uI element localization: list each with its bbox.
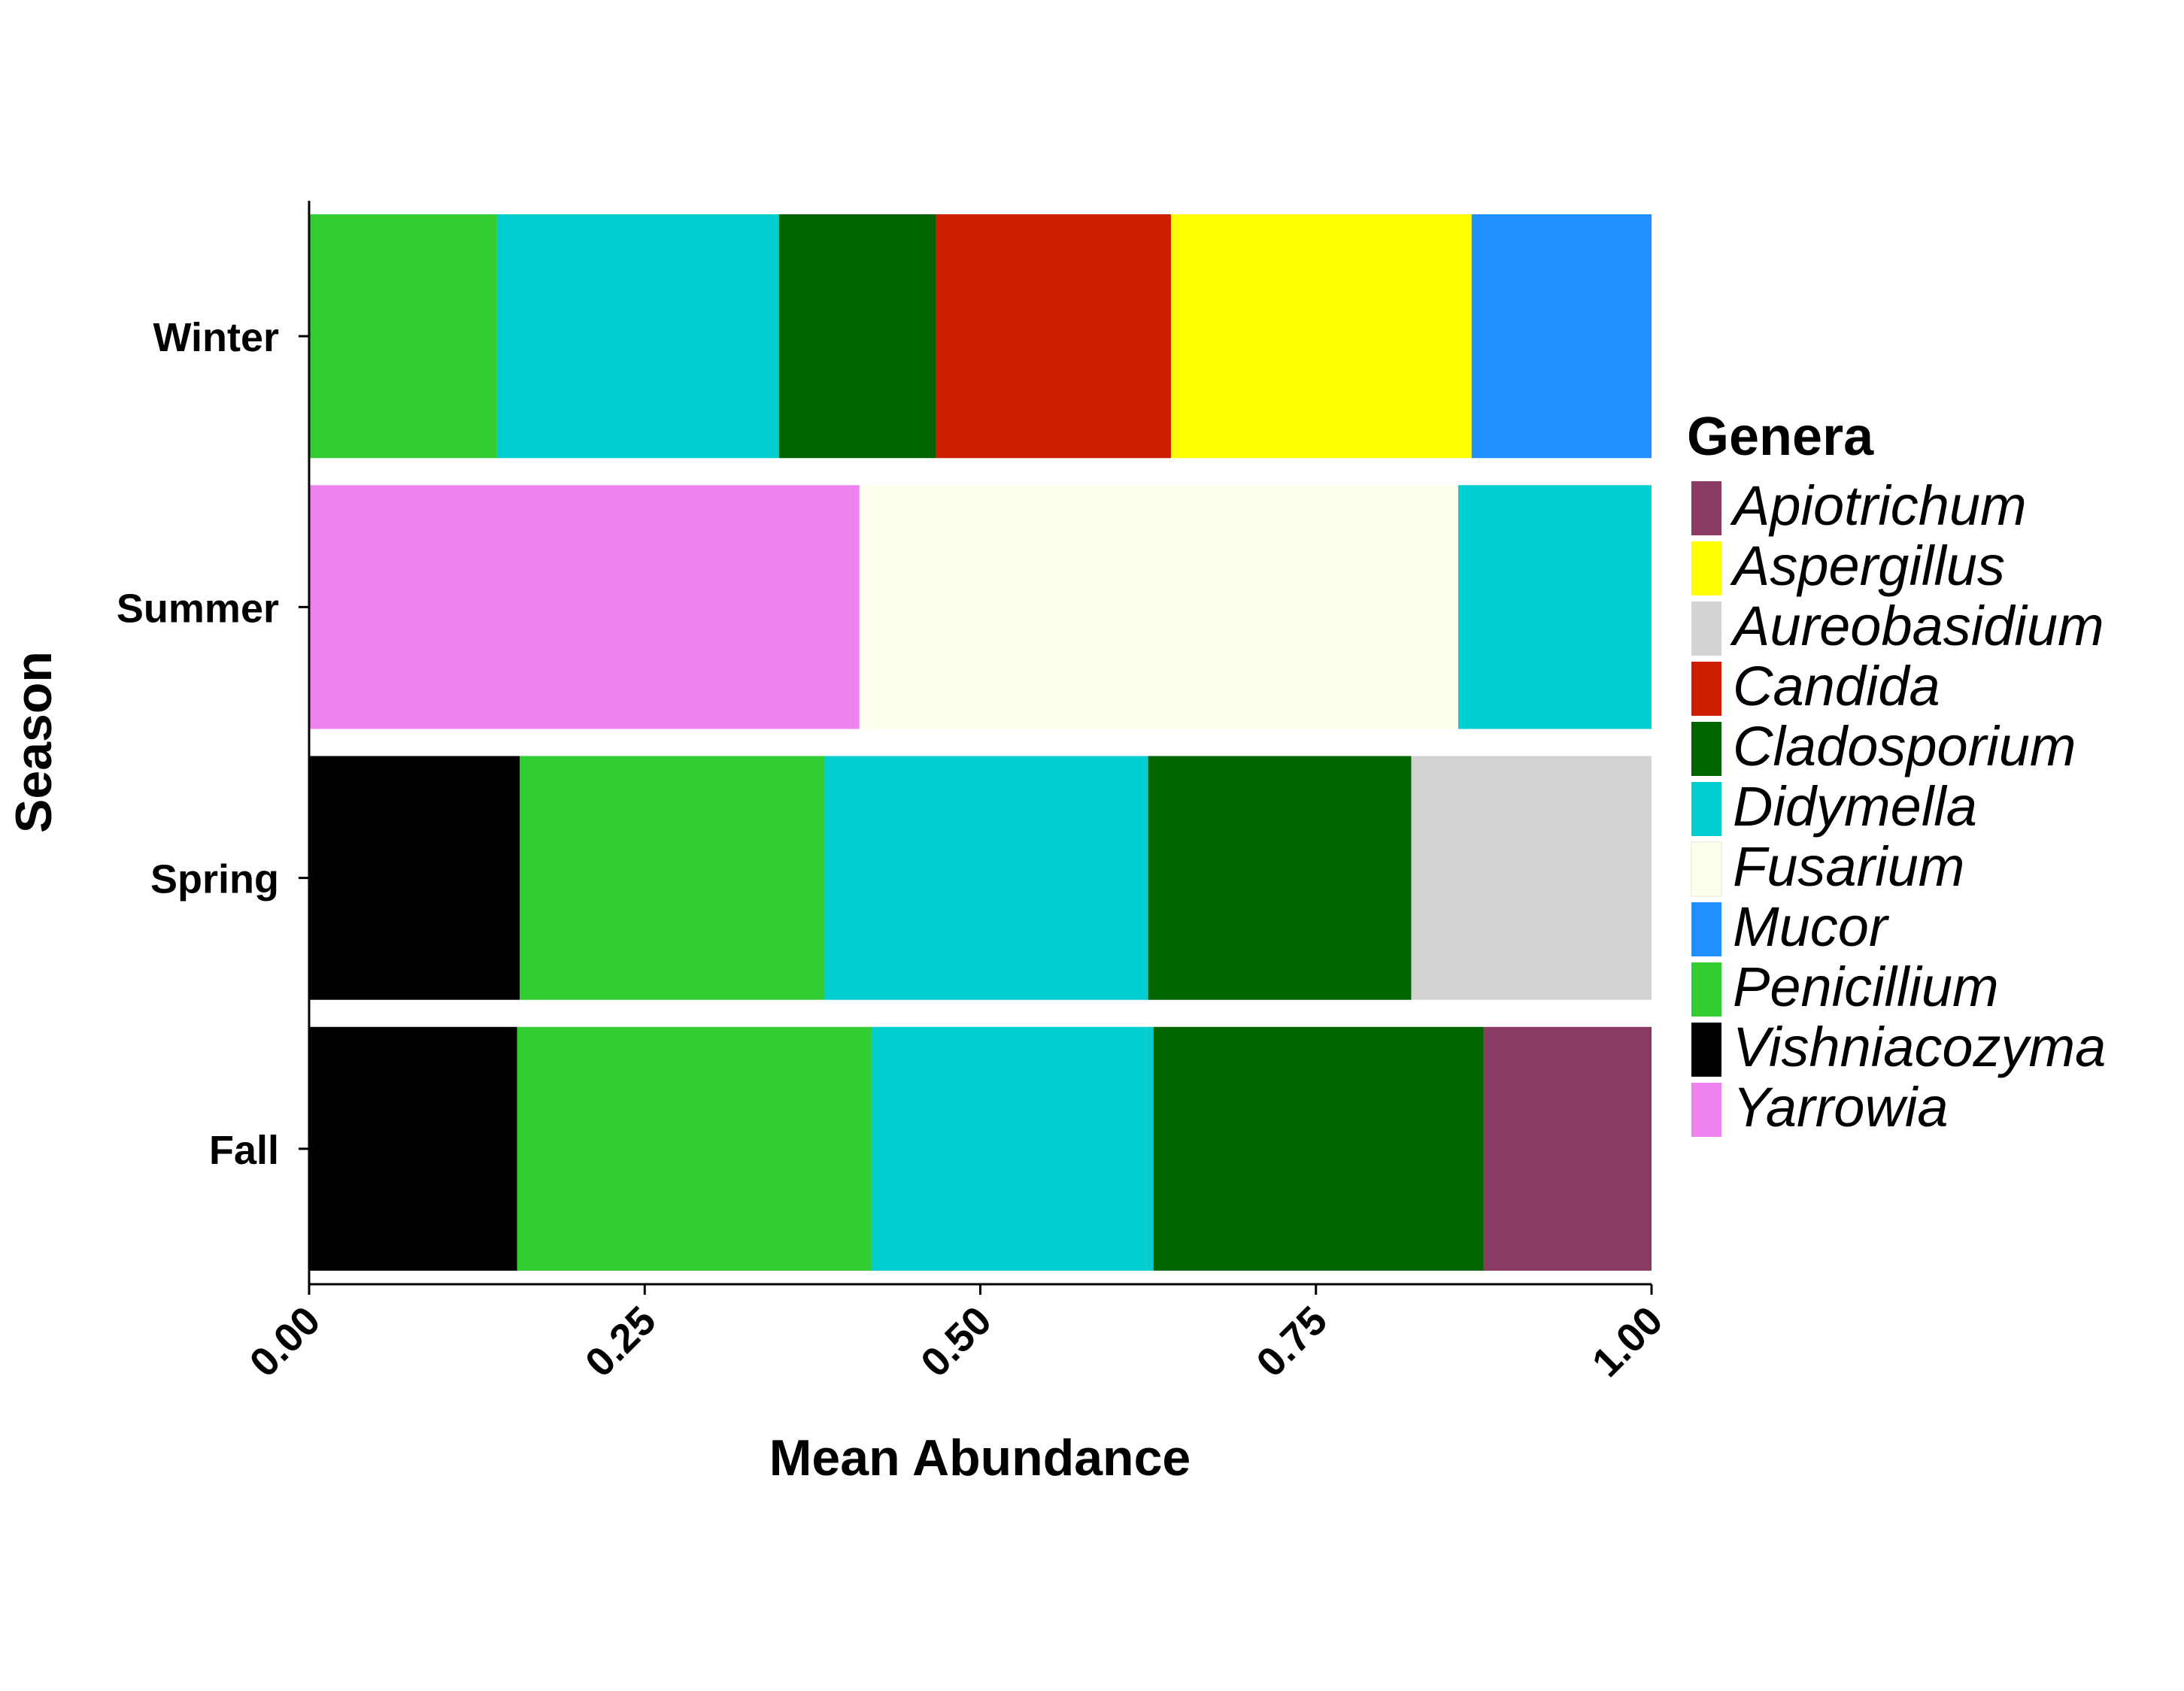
- y-ticks: Winter Summer Spring Fall: [117, 315, 309, 1173]
- x-tick-label-4: 1.00: [1584, 1298, 1672, 1386]
- bar-segment-summer-didymella: [1458, 485, 1652, 729]
- bar-segment-fall-vishniacozyma: [309, 1026, 517, 1271]
- bar-segment-winter-cladosporium: [778, 214, 936, 459]
- legend-label-cladosporium: Cladosporium: [1733, 715, 2076, 777]
- bar-segment-winter-aspergillus: [1170, 214, 1472, 459]
- x-ticks: 0.00 0.25 0.50 0.75 1.00: [241, 1284, 1672, 1386]
- legend-title: Genera: [1687, 407, 1874, 467]
- legend-label-yarrowia: Yarrowia: [1733, 1076, 1949, 1138]
- bar-segment-fall-penicillium: [517, 1026, 872, 1271]
- legend-key-didymella: [1691, 782, 1721, 836]
- y-axis-title: Season: [5, 651, 62, 833]
- legend-label-apiotrichum: Apiotrichum: [1730, 474, 2027, 537]
- legend-label-mucor: Mucor: [1733, 896, 1890, 958]
- legend-key-mucor: [1691, 902, 1721, 956]
- legend-key-penicillium: [1691, 962, 1721, 1017]
- bar-segment-winter-didymella: [496, 214, 779, 459]
- legend-key-candida: [1691, 662, 1721, 716]
- y-tick-label-winter: Winter: [153, 315, 279, 360]
- legend-label-aspergillus: Aspergillus: [1730, 535, 2005, 597]
- legend-label-fusarium: Fusarium: [1733, 835, 1964, 898]
- legend-key-fusarium: [1691, 841, 1722, 897]
- bar-segment-fall-apiotrichum: [1483, 1026, 1652, 1271]
- bar-segment-winter-candida: [936, 214, 1171, 459]
- bar-segment-fall-didymella: [871, 1026, 1154, 1271]
- bar-segment-winter-penicillium: [309, 214, 497, 459]
- x-tick-label-2: 0.50: [912, 1298, 1000, 1386]
- legend-key-aureobasidium: [1691, 602, 1721, 656]
- legend-label-vishniacozyma: Vishniacozyma: [1733, 1016, 2106, 1078]
- legend-key-apiotrichum: [1691, 481, 1721, 535]
- bar-segment-winter-mucor: [1471, 214, 1652, 459]
- legend-key-vishniacozyma: [1691, 1023, 1721, 1077]
- bars-layer: [309, 214, 1652, 1271]
- bar-segment-summer-fusarium: [859, 485, 1458, 729]
- bar-segment-spring-penicillium: [520, 756, 825, 1000]
- legend: Genera ApiotrichumAspergillusAureobasidi…: [1687, 407, 2106, 1138]
- legend-label-candida: Candida: [1733, 655, 1940, 717]
- x-tick-label-3: 0.75: [1248, 1298, 1336, 1386]
- bar-segment-summer-yarrowia: [309, 485, 860, 729]
- bar-segment-spring-didymella: [824, 756, 1148, 1000]
- legend-key-cladosporium: [1691, 722, 1721, 776]
- x-axis-title: Mean Abundance: [769, 1429, 1191, 1486]
- legend-key-aspergillus: [1691, 541, 1721, 595]
- x-tick-label-0: 0.00: [241, 1298, 329, 1386]
- legend-label-didymella: Didymella: [1733, 775, 1977, 838]
- y-tick-label-summer: Summer: [117, 586, 279, 631]
- y-tick-label-spring: Spring: [150, 857, 279, 902]
- bar-segment-fall-cladosporium: [1153, 1026, 1484, 1271]
- x-tick-label-1: 0.25: [577, 1298, 665, 1386]
- bar-segment-spring-aureobasidium: [1411, 756, 1652, 1000]
- bar-segment-spring-vishniacozyma: [309, 756, 520, 1000]
- y-tick-label-fall: Fall: [209, 1128, 279, 1173]
- legend-key-yarrowia: [1691, 1083, 1721, 1137]
- bar-segment-spring-cladosporium: [1148, 756, 1412, 1000]
- legend-label-aureobasidium: Aureobasidium: [1730, 595, 2104, 657]
- legend-label-penicillium: Penicillium: [1733, 956, 1999, 1018]
